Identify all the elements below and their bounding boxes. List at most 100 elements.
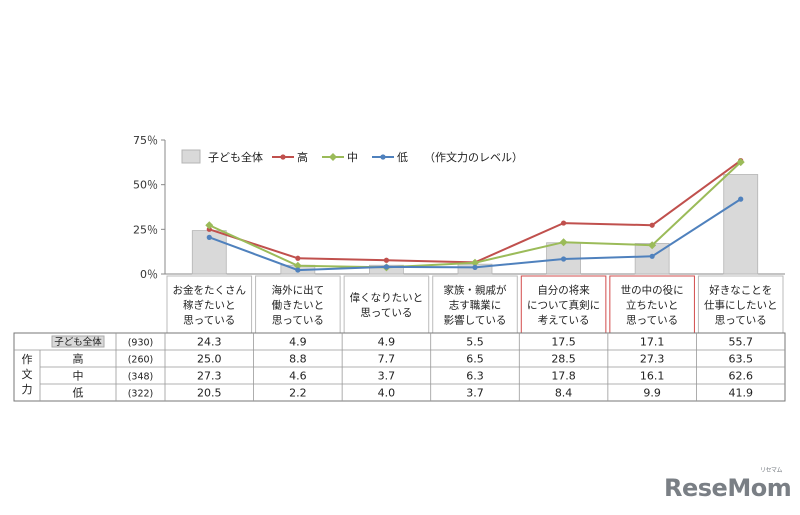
table-cell-2-0: 27.3 [197, 370, 222, 383]
category-label-2-0: 偉くなりたいと [350, 292, 424, 304]
data-table: 作文力 子ども全体 (930) 24.3 4.9 4.9 5.5 17.5 17.1 55.7 高 (… [13, 332, 786, 402]
table-row-label: 低 [73, 387, 84, 400]
category-label-6-1: 仕事にしたいと [704, 299, 778, 312]
category-label-3-1: 志す職業に [449, 299, 502, 312]
point-2-1 [295, 267, 301, 273]
y-tick-label: 25％ [133, 223, 158, 236]
logo-text: ReseMom [664, 474, 792, 502]
table-cell-1-3: 6.5 [466, 353, 484, 366]
table-cell-3-4: 8.4 [555, 387, 573, 400]
logo-ruby: リセマム [760, 467, 783, 474]
category-label-2-1: 思っている [360, 307, 412, 319]
table-swatch [51, 335, 105, 348]
table-group-label: 力 [22, 383, 33, 396]
legend-label-2: 低 [397, 151, 408, 164]
legend-label-0: 高 [297, 150, 308, 164]
point-2-0 [206, 234, 212, 240]
table-cell-2-2: 3.7 [378, 370, 396, 383]
category-label-1-1: 働きたいと [272, 299, 325, 312]
bar-6 [723, 174, 759, 275]
table-cell-3-5: 9.9 [643, 387, 661, 400]
table-row-n: (348) [128, 372, 154, 383]
table-cell-2-5: 16.1 [640, 370, 665, 383]
table-row-n: (322) [128, 389, 154, 400]
point-0-2 [383, 257, 390, 263]
point-0-0 [206, 226, 212, 232]
table-row-label: 中 [73, 370, 84, 383]
table-cell-3-6: 41.9 [728, 387, 753, 400]
category-label-1-2: 思っている [272, 315, 324, 327]
category-label-0-2: 思っている [183, 315, 235, 327]
category-label-0-1: 稼ぎたいと [183, 299, 236, 312]
table-cell-0-1: 4.9 [289, 336, 307, 349]
category-label-6-0: 好きなことを [709, 285, 772, 297]
table-cell-1-0: 25.0 [197, 353, 222, 366]
legend-note: （作文力のレベル） [424, 150, 523, 164]
table-cell-1-4: 28.5 [551, 353, 576, 366]
table-cell-2-4: 17.8 [551, 370, 576, 383]
table-row-n: (260) [128, 355, 154, 366]
table-cell-1-1: 8.8 [289, 353, 307, 366]
table-cell-3-0: 20.5 [197, 387, 222, 400]
category-label-4-0: 自分の将来 [537, 284, 590, 297]
category-label-1-0: 海外に出て [272, 284, 325, 297]
point-0-1 [295, 255, 301, 261]
table-cell-2-6: 62.6 [728, 370, 753, 383]
point-1-5 [648, 241, 657, 250]
point-2-3 [472, 264, 478, 270]
legend-marker-2 [380, 154, 386, 160]
table-group-label: 文 [22, 367, 33, 381]
legend-label-1: 中 [347, 151, 358, 164]
category-label-4-1: について真剣に [527, 299, 600, 312]
table-cell-3-3: 3.7 [466, 387, 484, 400]
point-1-0 [205, 221, 214, 230]
category-label-4-2: 考えている [538, 315, 590, 327]
table-cell-3-2: 4.0 [378, 387, 396, 400]
point-2-5 [649, 253, 655, 259]
table-cell-0-3: 5.5 [466, 336, 484, 349]
y-axis: 75％ 50％ 25％ 0％ [133, 134, 785, 281]
table-row-label: 子ども全体 [54, 336, 102, 348]
table-cell-3-1: 2.2 [289, 387, 307, 400]
point-1-1 [293, 261, 302, 270]
legend-swatch-bar [181, 149, 201, 164]
legend-label-bar: 子ども全体 [208, 150, 263, 164]
point-2-4 [560, 256, 567, 262]
table-group-label: 作 [22, 353, 33, 366]
table-cell-2-1: 4.6 [289, 370, 307, 383]
resemom-logo: ReseMom リセマム [664, 467, 792, 502]
category-label-3-0: 家族・親戚が [444, 284, 507, 297]
table-cell-0-6: 55.7 [728, 336, 753, 349]
table-cell-1-6: 63.5 [728, 353, 753, 366]
table-cell-0-0: 24.3 [197, 336, 222, 349]
table-row-n: (930) [128, 338, 154, 349]
legend: 子ども全体 高 中 低 （作文力のレベル） [181, 149, 523, 164]
legend-marker-1 [329, 153, 337, 161]
table-row-label: 高 [73, 352, 84, 366]
table-cell-1-2: 7.7 [378, 353, 396, 366]
point-0-4 [560, 220, 567, 226]
point-1-4 [559, 238, 568, 247]
category-label-6-2: 思っている [715, 315, 767, 327]
category-box-2 [343, 275, 430, 334]
point-1-3 [471, 258, 479, 267]
y-tick-label: 50％ [133, 179, 158, 192]
category-label-3-2: 影響している [444, 314, 507, 327]
point-0-5 [649, 222, 655, 228]
category-label-5-1: 立ちたいと [626, 299, 679, 312]
table-cell-2-3: 6.3 [466, 370, 484, 383]
point-1-6 [736, 158, 745, 167]
point-2-6 [738, 196, 744, 202]
line-series [205, 157, 745, 273]
category-label-5-0: 世の中の役に [621, 284, 684, 297]
legend-marker-0 [280, 154, 286, 160]
y-tick-label: 0％ [140, 268, 158, 281]
category-label-0-0: お金をたくさん [173, 284, 247, 297]
category-label-5-2: 思っている [626, 315, 678, 327]
table-cell-0-2: 4.9 [378, 336, 396, 349]
point-2-2 [383, 264, 390, 270]
table-cell-0-4: 17.5 [551, 336, 576, 349]
table-cell-0-5: 17.1 [640, 336, 665, 349]
